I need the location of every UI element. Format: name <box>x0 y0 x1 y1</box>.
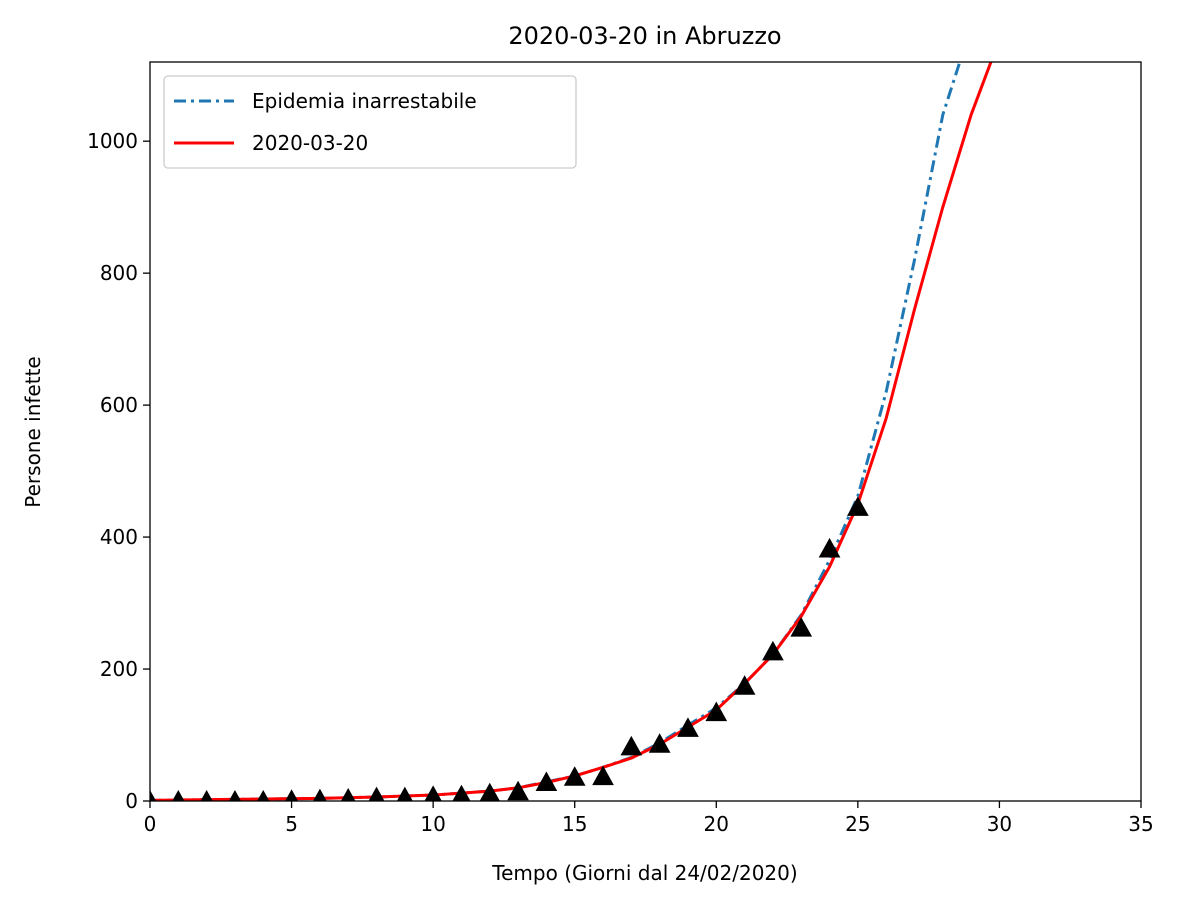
legend: Epidemia inarrestabile 2020-03-20 <box>163 75 577 169</box>
data-point-triangle <box>818 537 841 558</box>
chart-title: 2020-03-20 in Abruzzo <box>508 22 781 50</box>
y-tick-label: 0 <box>125 789 138 813</box>
data-point-triangle <box>790 617 813 637</box>
data-point-triangle <box>285 789 299 801</box>
x-tick-label: 5 <box>285 812 298 836</box>
data-point-triangle <box>368 786 385 801</box>
data-point-triangle <box>313 788 327 801</box>
x-tick-label: 25 <box>845 812 870 836</box>
y-tick-label: 600 <box>100 393 138 417</box>
plot-frame <box>149 61 1142 802</box>
y-axis-label: Persone infette <box>21 356 45 507</box>
data-point-triangle <box>648 733 671 753</box>
x-tick-label: 10 <box>420 812 445 836</box>
data-point-triangle <box>228 789 242 801</box>
y-tick-label: 800 <box>100 261 138 285</box>
observed-points <box>150 496 869 801</box>
y-tick-label: 1000 <box>87 129 138 153</box>
data-point-triangle <box>172 789 185 801</box>
data-point-triangle <box>705 701 728 722</box>
data-point-triangle <box>847 496 869 516</box>
data-point-triangle <box>507 780 529 801</box>
series-line-2020-03-20 <box>150 62 993 801</box>
data-point-triangle <box>340 787 356 801</box>
data-point-triangle <box>479 782 500 801</box>
data-point-triangle <box>563 766 586 786</box>
data-point-triangle <box>150 789 157 801</box>
x-tick-label: 0 <box>144 812 157 836</box>
legend-label-epidemia-inarrestabile: Epidemia inarrestabile <box>252 89 477 113</box>
y-tick-label: 400 <box>100 525 138 549</box>
data-point-triangle <box>396 786 413 801</box>
x-tick-label: 15 <box>562 812 587 836</box>
legend-box <box>163 75 577 169</box>
x-tick-label: 20 <box>704 812 729 836</box>
x-tick-label: 30 <box>987 812 1012 836</box>
series-line-epidemia-inarrestabile <box>150 62 962 801</box>
data-point-triangle <box>592 765 614 786</box>
data-point-triangle <box>257 789 270 801</box>
data-point-triangle <box>452 784 471 801</box>
data-point-triangle <box>424 785 442 801</box>
y-tick-label: 200 <box>100 657 138 681</box>
legend-label-2020-03-20: 2020-03-20 <box>252 131 368 155</box>
x-axis-label: Tempo (Giorni dal 24/02/2020) <box>491 861 797 885</box>
data-point-triangle <box>620 735 643 756</box>
x-tick-label: 35 <box>1128 812 1153 836</box>
data-point-triangle <box>677 717 699 737</box>
data-point-triangle <box>200 789 213 801</box>
data-point-triangle <box>535 771 558 792</box>
data-point-triangle <box>733 675 756 695</box>
data-point-triangle <box>762 640 784 661</box>
